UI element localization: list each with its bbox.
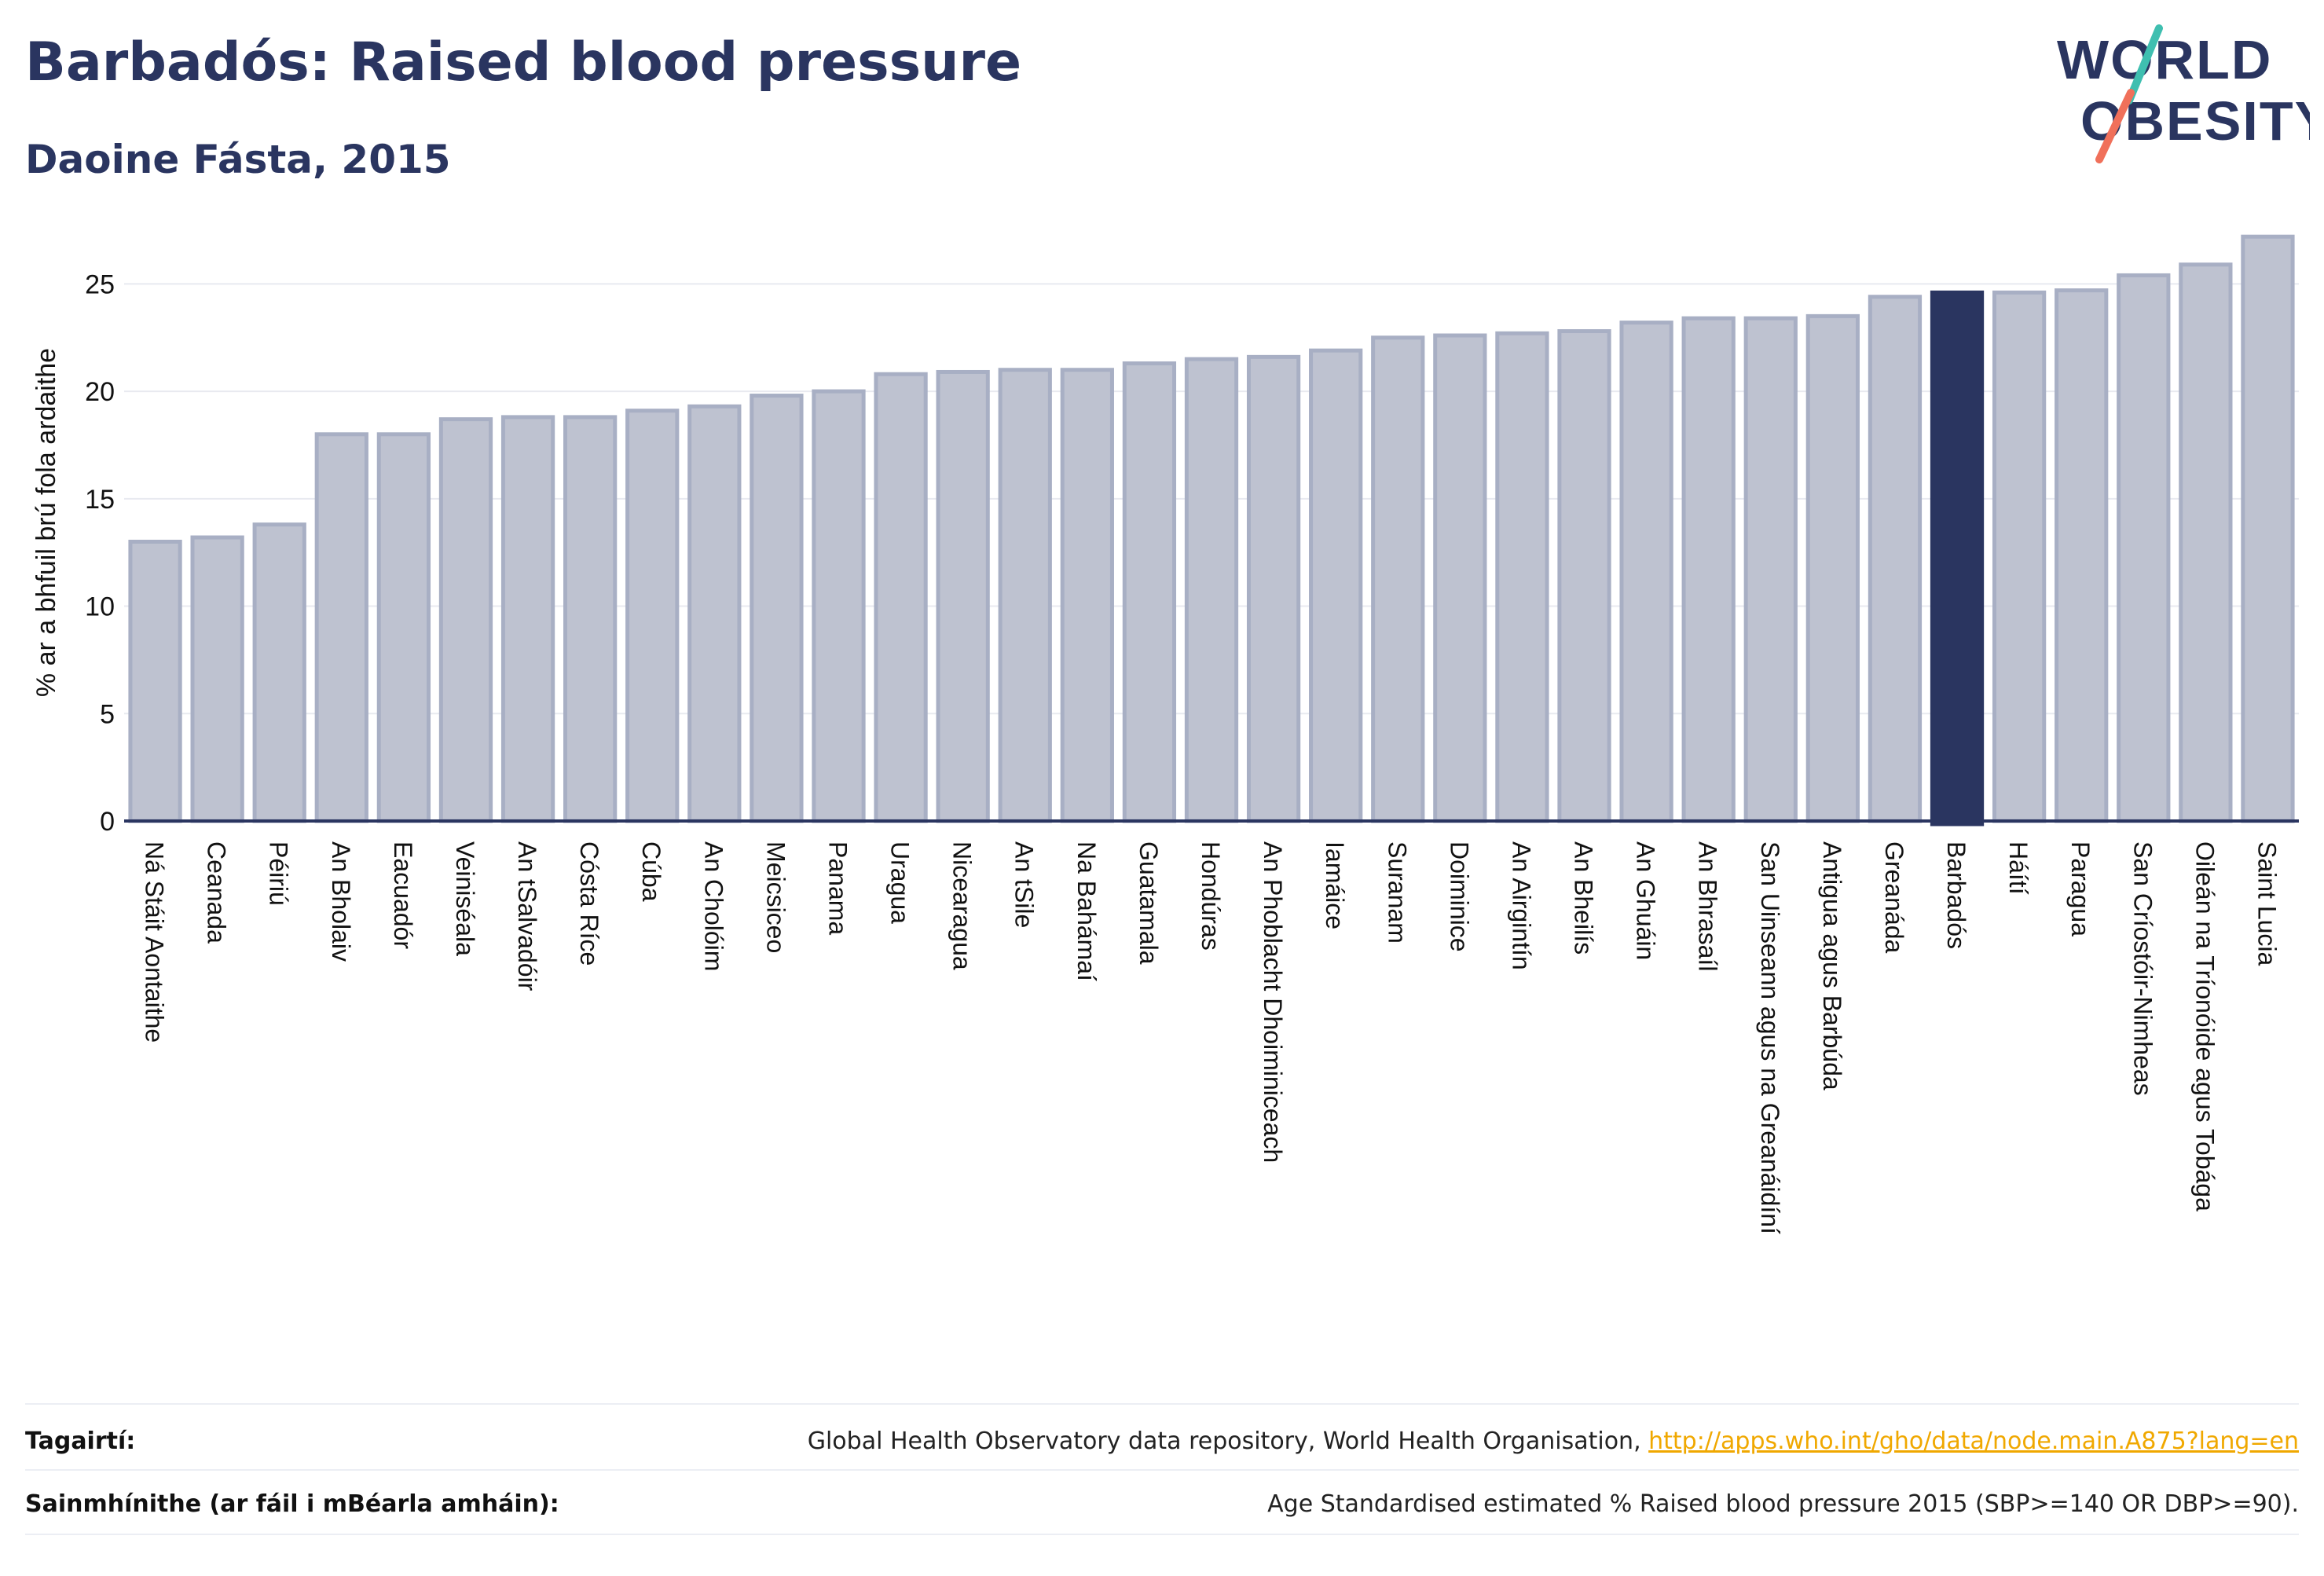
x-tick-label: Péiriú xyxy=(265,841,293,906)
world-obesity-logo: WORLD OBESITY xyxy=(2057,24,2310,163)
bar xyxy=(1495,331,1549,823)
x-tick-label: An Airgintín xyxy=(1507,841,1535,970)
x-tick-label: San Críostóir-Nimheas xyxy=(2128,841,2157,1096)
x-tick-label: An Phoblacht Dhoiminiceach xyxy=(1259,841,1287,1163)
bar xyxy=(1619,321,1673,823)
x-tick-label: Panama xyxy=(823,841,852,935)
x-tick-label: Saint Lucia xyxy=(2253,841,2281,966)
bar xyxy=(1246,354,1301,823)
bar xyxy=(252,522,306,823)
x-tick-label: Nicearagua xyxy=(948,841,977,970)
chart-title: Barbadós: Raised blood pressure xyxy=(25,31,1022,93)
references-row: Tagairtí: Global Health Observatory data… xyxy=(25,1410,2299,1472)
x-tick-label: Barbadós xyxy=(1942,841,1970,949)
x-tick-label: Uragua xyxy=(886,841,915,924)
y-tick-label: 15 xyxy=(85,485,115,515)
definitions-row: Sainmhínithe (ar fáil i mBéarla amháin):… xyxy=(25,1473,2299,1534)
x-tick-label: Doiminice xyxy=(1445,841,1473,951)
bar xyxy=(1371,335,1425,823)
bar xyxy=(625,409,680,823)
bar xyxy=(1743,316,1798,823)
bar xyxy=(190,535,244,823)
bar xyxy=(1868,295,1923,823)
references-value: Global Health Observatory data repositor… xyxy=(808,1428,2299,1455)
x-tick-label: Ceanada xyxy=(203,841,231,944)
bar xyxy=(1433,333,1487,823)
y-tick-label: 10 xyxy=(85,592,115,622)
references-link[interactable]: http://apps.who.int/gho/data/node.main.A… xyxy=(1648,1427,2299,1455)
x-tick-label: An Bholaiv xyxy=(327,841,355,962)
bar xyxy=(1681,316,1736,823)
bar xyxy=(1060,368,1114,823)
bar xyxy=(2179,262,2233,823)
x-tick-label: An Ghuáin xyxy=(1632,841,1660,960)
x-tick-label: Oileán na Tríonóide agus Tobága xyxy=(2190,841,2219,1211)
bar xyxy=(314,432,368,823)
definitions-value: Age Standardised estimated % Raised bloo… xyxy=(1267,1490,2299,1518)
x-tick-label: Háítí xyxy=(2004,841,2033,895)
bar xyxy=(812,389,866,823)
bar xyxy=(750,394,804,823)
bar xyxy=(936,369,990,823)
x-tick-label: Iamáice xyxy=(1321,841,1349,929)
x-tick-label: Cósta Ríce xyxy=(575,841,603,966)
x-tick-label: San Uinseann agus na Greanáidíní xyxy=(1756,841,1784,1234)
logo-text-world: WORLD xyxy=(2057,29,2272,90)
x-tick-label: Na Bahámaí xyxy=(1072,841,1101,981)
x-tick-label: Hondúras xyxy=(1197,841,1225,951)
x-tick-label: An Bheilís xyxy=(1570,841,1598,955)
x-tick-label: Guatamala xyxy=(1135,841,1163,965)
bar xyxy=(1557,329,1611,823)
bar xyxy=(376,432,431,823)
definitions-label: Sainmhínithe (ar fáil i mBéarla amháin): xyxy=(25,1490,559,1518)
references-text: Global Health Observatory data repositor… xyxy=(807,1427,1649,1455)
y-axis-label: % ar a bhfuil brú fola ardaithe xyxy=(31,348,61,697)
bar xyxy=(128,540,182,823)
divider xyxy=(25,1534,2299,1535)
bar-highlighted xyxy=(1930,290,1985,826)
x-tick-label: Veiniséala xyxy=(451,841,479,956)
y-tick-label: 25 xyxy=(85,269,115,299)
bar xyxy=(438,417,493,823)
bar xyxy=(874,372,928,823)
x-tick-label: Antigua agus Barbúda xyxy=(1818,841,1846,1090)
y-tick-label: 20 xyxy=(85,377,115,407)
bar xyxy=(1805,313,1860,823)
bar xyxy=(2241,234,2295,823)
bar xyxy=(1122,361,1177,823)
chart-subtitle: Daoine Fásta, 2015 xyxy=(25,137,451,182)
y-tick-labels: 0 5 10 15 20 25 xyxy=(85,269,115,837)
y-tick-label: 5 xyxy=(100,699,115,729)
logo-slash-coral xyxy=(2095,89,2135,163)
bar xyxy=(2055,288,2109,823)
x-tick-label: Suranam xyxy=(1383,841,1411,944)
bar xyxy=(500,415,555,823)
x-tick-label: An tSalvadóir xyxy=(513,841,541,991)
x-tick-labels: Ná Stáit Aontaithe Ceanada Péiriú An Bholai… xyxy=(141,841,2282,1234)
x-tick-label: Ná Stáit Aontaithe xyxy=(141,841,169,1043)
bar xyxy=(563,415,618,823)
bar xyxy=(1992,290,2047,823)
x-tick-label: An tSile xyxy=(1010,841,1039,928)
bar xyxy=(1309,348,1363,823)
bar-chart: 0 5 10 15 20 25 Ná Stáit Aontaithe Ceanada Péir… xyxy=(31,234,2299,1234)
x-tick-label: Cúba xyxy=(637,841,665,902)
x-tick-label: An Cholóim xyxy=(699,841,728,971)
x-tick-label: Eacuadór xyxy=(389,841,417,949)
bar xyxy=(998,368,1052,823)
divider xyxy=(25,1469,2299,1471)
y-tick-label: 0 xyxy=(100,807,115,837)
x-tick-label: An Bhrasaíl xyxy=(1694,841,1722,971)
x-tick-label: Paragua xyxy=(2066,841,2095,936)
bar xyxy=(2117,273,2171,823)
divider xyxy=(25,1403,2299,1405)
bar xyxy=(1184,357,1239,823)
references-label: Tagairtí: xyxy=(25,1427,136,1455)
bars xyxy=(128,234,2295,826)
bar xyxy=(687,404,742,823)
x-tick-label: Meicsiceo xyxy=(761,841,790,953)
x-tick-label: Greanáda xyxy=(1880,841,1908,954)
logo-slash-teal xyxy=(2125,24,2163,104)
